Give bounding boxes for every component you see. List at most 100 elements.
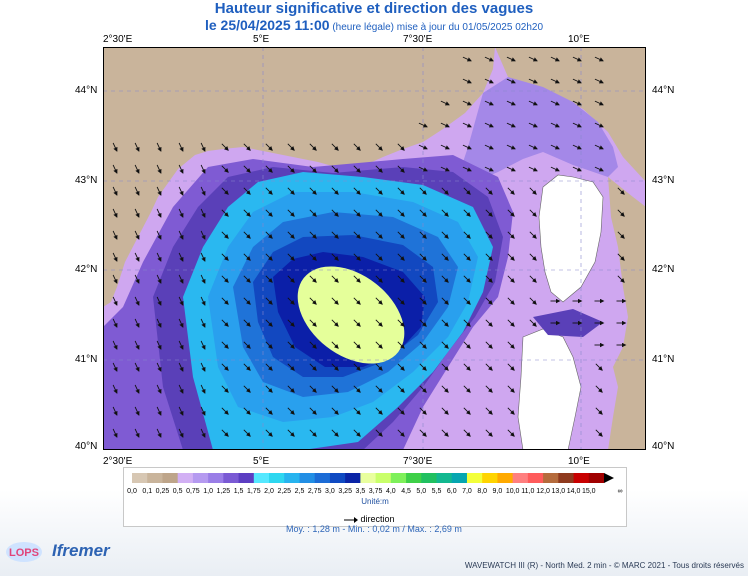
direction-arrow xyxy=(265,341,273,349)
direction-arrow xyxy=(353,341,361,349)
colorbar-label: 5,5 xyxy=(431,488,442,495)
direction-arrow xyxy=(572,144,582,150)
colorbar-swatch xyxy=(543,473,559,483)
direction-arrow xyxy=(595,429,603,437)
direction-arrow xyxy=(309,143,317,151)
direction-arrow xyxy=(331,429,339,437)
direction-arrow xyxy=(463,231,471,239)
direction-arrow xyxy=(485,363,493,371)
direction-arrow xyxy=(462,78,472,84)
direction-arrow xyxy=(287,143,295,151)
direction-arrow xyxy=(375,209,383,217)
direction-arrow xyxy=(463,187,471,195)
band-max xyxy=(297,266,405,364)
direction-arrow xyxy=(375,407,383,415)
direction-arrow xyxy=(309,253,317,261)
direction-arrow xyxy=(375,143,383,151)
direction-arrow xyxy=(617,275,625,283)
direction-arrow xyxy=(221,297,229,305)
direction-arrow xyxy=(221,231,229,239)
direction-arrow xyxy=(506,78,516,84)
direction-arrow xyxy=(178,318,184,328)
colorbar-label: 4,0 xyxy=(385,488,396,495)
direction-arrow xyxy=(529,297,537,305)
direction-arrow xyxy=(243,297,251,305)
colorbar-swatch xyxy=(406,473,422,483)
direction-arrow xyxy=(265,165,273,173)
colorbar-swatch xyxy=(527,473,544,483)
direction-arrow xyxy=(506,100,516,106)
colorbar-label: 3,5 xyxy=(355,488,366,495)
direction-arrow xyxy=(441,275,449,283)
direction-arrow xyxy=(134,230,140,240)
lon-label-bottom-3: 7°30'E xyxy=(403,456,433,467)
direction-arrow xyxy=(331,165,339,173)
direction-arrow xyxy=(529,209,537,217)
lon-label-top-1: 2°30'E xyxy=(103,34,133,45)
direction-arrow xyxy=(507,275,515,283)
direction-arrow xyxy=(485,231,493,239)
colorbar-swatch xyxy=(466,473,483,483)
direction-arrow xyxy=(528,56,538,62)
direction-arrow xyxy=(397,275,405,283)
direction-arrow xyxy=(178,252,184,262)
direction-arrow xyxy=(375,429,383,437)
direction-arrow xyxy=(484,56,494,62)
direction-arrow xyxy=(375,165,383,173)
direction-arrow xyxy=(331,187,339,195)
direction-arrow xyxy=(331,275,339,283)
colorbar-label: 10,0 xyxy=(505,488,520,495)
direction-arrow xyxy=(375,363,383,371)
direction-arrow xyxy=(397,297,405,305)
direction-arrow xyxy=(506,122,516,128)
ifremer-logo: Ifremer xyxy=(52,541,110,560)
colorbar-swatch xyxy=(192,473,209,483)
lon-label-bottom-2: 5°E xyxy=(253,456,270,467)
colorbar-label: 3,75 xyxy=(368,488,383,495)
direction-arrow xyxy=(265,429,273,437)
direction-arrow xyxy=(418,144,428,150)
legend-unit: Unité:m xyxy=(361,497,389,506)
direction-arrow xyxy=(221,363,229,371)
direction-arrow xyxy=(309,429,317,437)
direction-arrow xyxy=(463,297,471,305)
direction-arrow xyxy=(463,253,471,261)
direction-arrow xyxy=(287,187,295,195)
direction-arrow xyxy=(462,56,472,62)
direction-arrow xyxy=(221,275,229,283)
wave-map-svg xyxy=(103,47,646,450)
direction-arrow xyxy=(484,122,494,128)
direction-arrow xyxy=(331,385,339,393)
direction-arrow xyxy=(243,429,251,437)
direction-arrow xyxy=(375,231,383,239)
direction-arrow xyxy=(331,297,339,305)
direction-arrow xyxy=(507,231,515,239)
colorbar-label: 6,0 xyxy=(446,488,457,495)
direction-arrow xyxy=(507,209,515,217)
lat-label-left-42: 42°N xyxy=(75,264,98,275)
direction-arrow xyxy=(221,209,229,217)
direction-arrow xyxy=(243,385,251,393)
copyright-footer: WAVEWATCH III (R) - North Med. 2 min - ©… xyxy=(464,561,744,570)
direction-arrow xyxy=(221,253,229,261)
colorbar-swatch xyxy=(177,473,194,483)
direction-arrow xyxy=(572,166,582,172)
direction-arrow xyxy=(419,275,427,283)
direction-arrow xyxy=(265,275,273,283)
stats-line: Moy. : 1,28 m - Min. : 0,02 m / Max. : 2… xyxy=(286,524,462,534)
direction-arrow xyxy=(178,340,184,350)
direction-arrow xyxy=(309,363,317,371)
direction-arrow xyxy=(397,363,405,371)
direction-arrow xyxy=(419,253,427,261)
direction-arrow xyxy=(178,164,184,174)
direction-arrow xyxy=(309,297,317,305)
direction-arrow xyxy=(243,165,251,173)
direction-arrow xyxy=(243,143,251,151)
lon-label-top-3: 7°30'E xyxy=(403,34,433,45)
forecast-date: le 25/04/2025 11:00 xyxy=(204,17,330,33)
wave-map[interactable] xyxy=(103,47,646,450)
direction-arrow xyxy=(265,319,273,327)
colorbar-swatch xyxy=(390,473,407,483)
direction-arrow xyxy=(484,100,494,106)
direction-arrow xyxy=(112,274,118,284)
